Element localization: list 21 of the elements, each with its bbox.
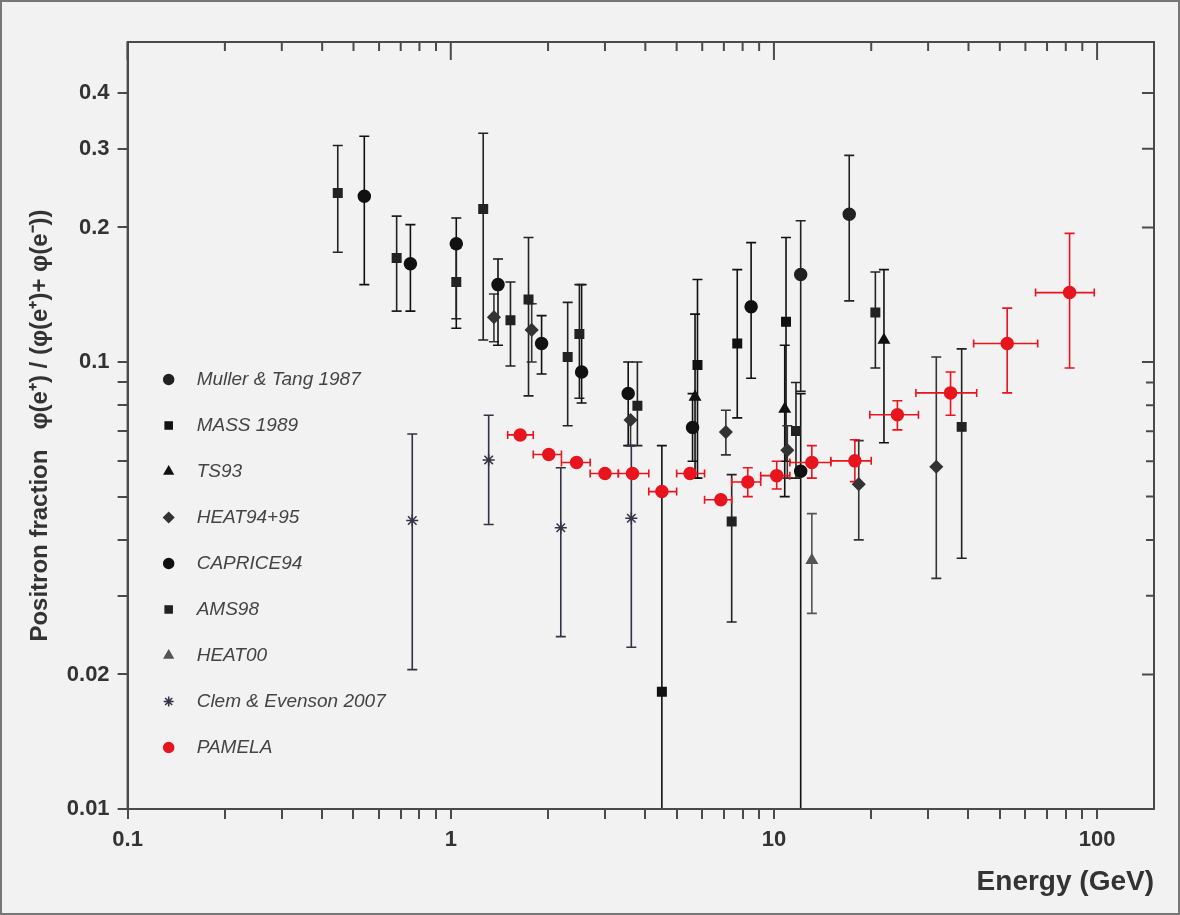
x-tick-label: 100 <box>1078 826 1116 852</box>
y-tick-label: 0.1 <box>79 348 110 374</box>
legend-label: Muller & Tang 1987 <box>196 367 363 389</box>
y-tick-label: 0.01 <box>66 795 110 821</box>
legend-label: MASS 1989 <box>196 413 299 435</box>
y-axis-title: Positron fraction φ(e⁺) / (φ(e⁺)+ φ(e⁻)) <box>25 209 53 642</box>
x-tick-label: 10 <box>761 826 787 852</box>
legend-label: HEAT94+95 <box>196 505 300 527</box>
x-tick-label: 1 <box>444 826 457 852</box>
y-tick-label: 0.02 <box>66 660 110 686</box>
y-tick-label: 0.2 <box>79 213 110 239</box>
y-tick-label: 0.3 <box>79 134 110 160</box>
legend-label: Clem & Evenson 2007 <box>196 689 388 711</box>
x-axis-title: Energy (GeV) <box>976 864 1154 896</box>
legend-label: TS93 <box>196 459 243 481</box>
legend-label: PAMELA <box>196 735 273 757</box>
y-tick-label: 0.4 <box>79 78 111 104</box>
legend-label: AMS98 <box>195 597 260 619</box>
legend-label: CAPRICE94 <box>196 551 303 573</box>
legend-label: HEAT00 <box>196 643 268 665</box>
x-tick-label: 0.1 <box>112 826 143 852</box>
